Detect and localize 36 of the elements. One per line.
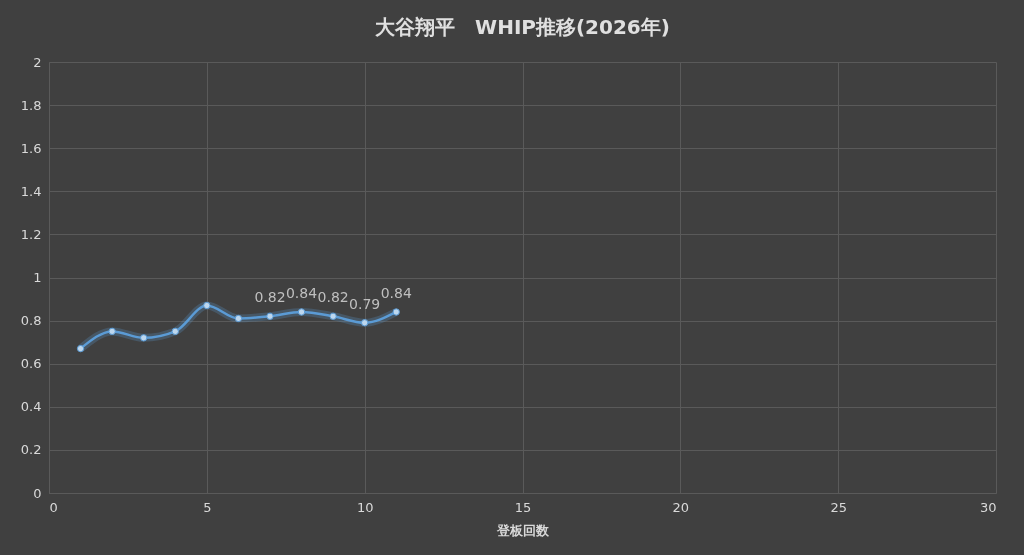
- x-tick-label: 30: [979, 499, 997, 515]
- data-label: 0.84: [285, 284, 318, 301]
- data-label: 0.84: [380, 284, 412, 301]
- y-tick-label: 1.2: [20, 226, 42, 242]
- x-tick-label: 25: [830, 499, 847, 515]
- point: [297, 308, 306, 316]
- y-tick-label: 2: [33, 54, 42, 70]
- point: [392, 308, 400, 316]
- chart-title: 大谷翔平 WHIP推移(2026年): [375, 15, 670, 39]
- point: [171, 327, 179, 336]
- y-tick-label: 0.2: [20, 442, 42, 458]
- y-tick-label: 0.4: [20, 399, 42, 415]
- y-tick-label: 1.8: [20, 97, 42, 113]
- x-tick-label: 20: [672, 499, 690, 515]
- point: [76, 344, 85, 353]
- x-tick-label: 0: [49, 499, 58, 515]
- x-tick-label: 10: [356, 499, 374, 515]
- data-label: 0.82: [317, 289, 349, 306]
- point: [234, 314, 243, 323]
- x-tick-label: 15: [514, 499, 532, 515]
- point: [203, 301, 211, 310]
- y-tick-label: 0.6: [20, 356, 42, 372]
- data-label: 0.79: [349, 295, 381, 312]
- y-tick-label: 0.8: [20, 313, 42, 329]
- y-tick-label: 1.4: [20, 183, 42, 199]
- point: [361, 319, 369, 327]
- y-tick-label: 1: [33, 270, 42, 285]
- data-label: 0.82: [254, 289, 286, 306]
- point: [329, 312, 337, 320]
- point: [140, 334, 148, 342]
- point: [266, 312, 274, 320]
- y-tick-label: 0: [33, 485, 42, 501]
- point: [108, 327, 116, 336]
- x-axis-title: 登板回数: [496, 522, 550, 538]
- y-tick-label: 1.6: [20, 140, 42, 156]
- x-tick-label: 5: [203, 499, 212, 515]
